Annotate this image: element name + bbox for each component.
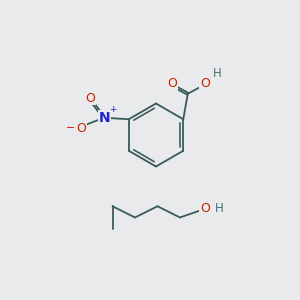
Text: −: − (65, 123, 75, 133)
Text: O: O (200, 77, 210, 90)
Text: O: O (167, 77, 177, 90)
Text: O: O (76, 122, 86, 135)
Text: +: + (109, 105, 116, 114)
Text: O: O (85, 92, 95, 105)
Text: H: H (212, 68, 221, 80)
Text: H: H (214, 202, 224, 214)
Text: O: O (200, 202, 210, 214)
Text: N: N (98, 111, 110, 125)
